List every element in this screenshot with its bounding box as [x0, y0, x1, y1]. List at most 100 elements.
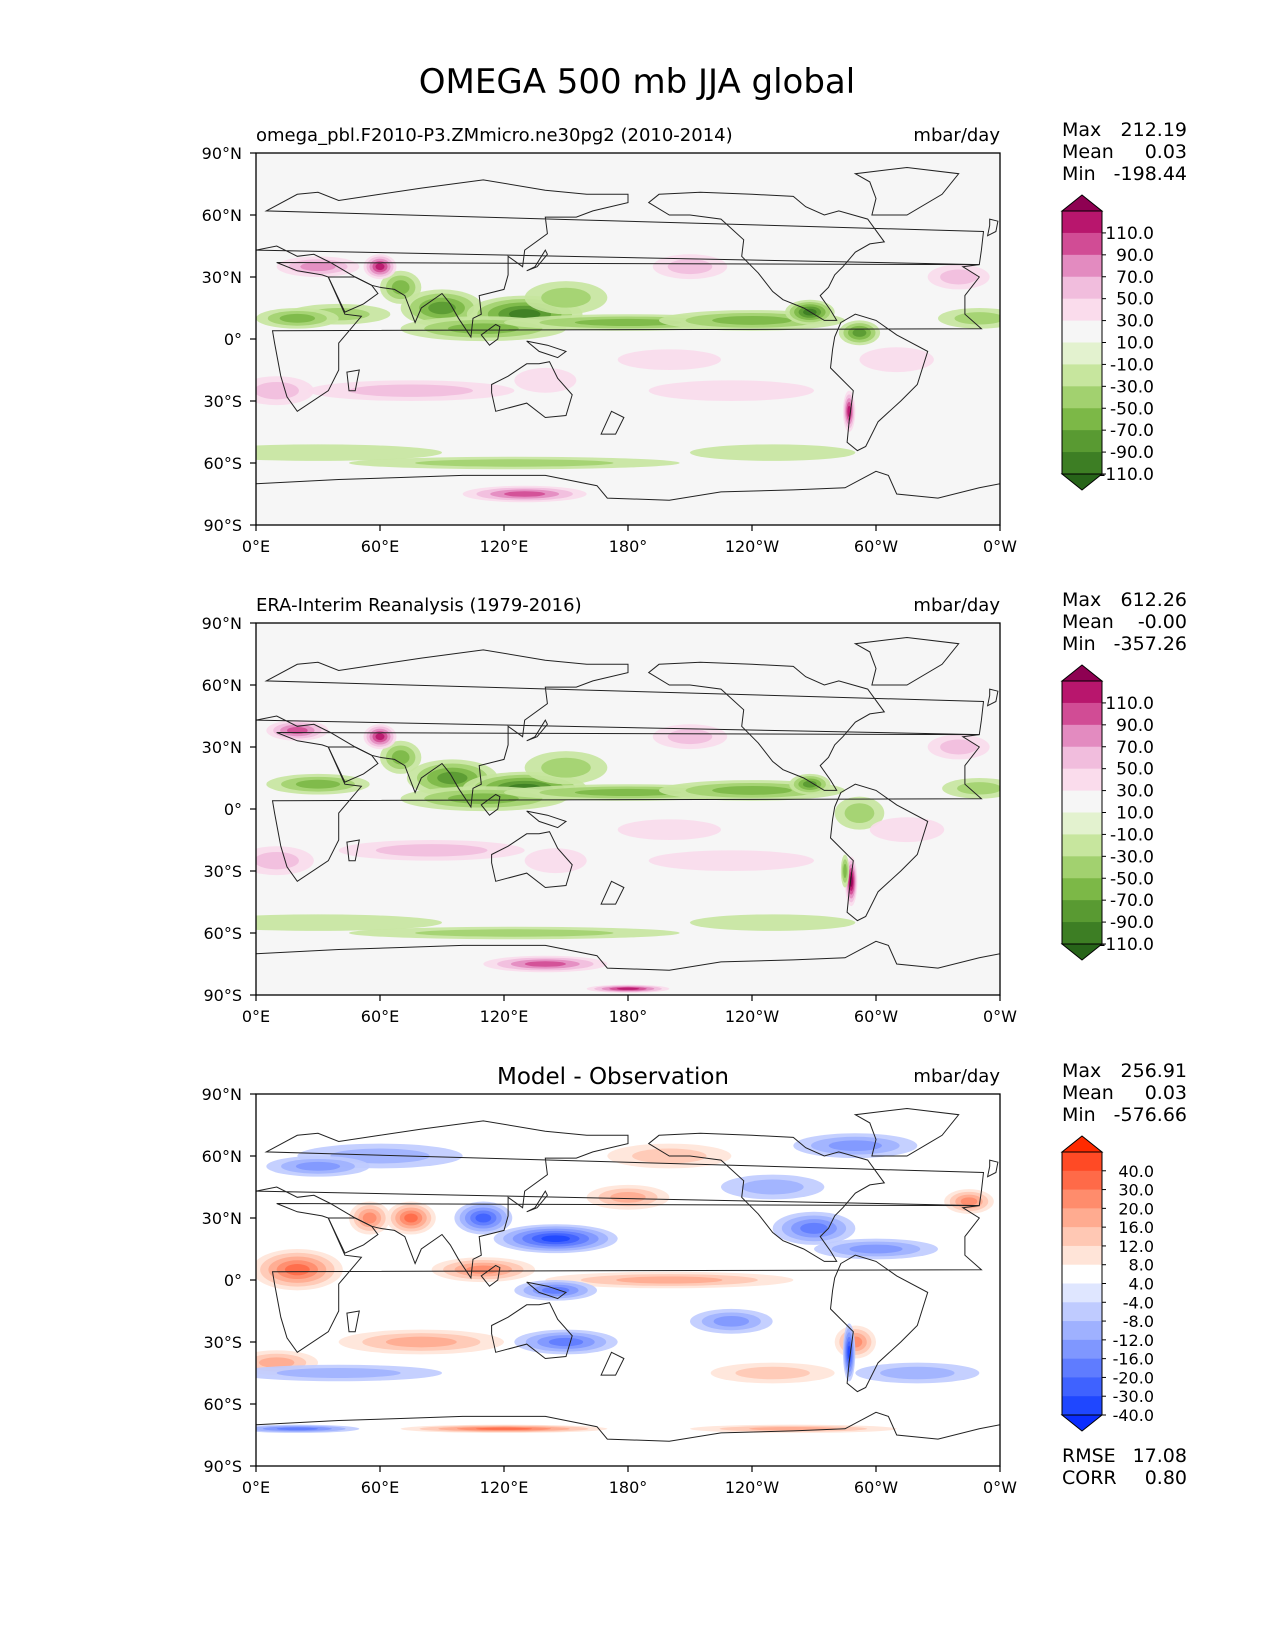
colorbar-segment	[1062, 790, 1102, 813]
lon-tick-label: 0°E	[242, 537, 270, 556]
colorbar-extend-min	[1060, 943, 1104, 961]
stat-label: Mean	[1062, 141, 1114, 163]
colorbar-segment	[1062, 276, 1102, 300]
stat-value: 0.03	[1145, 141, 1187, 163]
field-contour	[415, 929, 614, 937]
field-contour	[284, 1264, 310, 1276]
field-contour	[428, 301, 456, 315]
coastline	[526, 1281, 568, 1300]
field-contour	[667, 259, 713, 275]
lon-tick-label: 0°W	[983, 1007, 1017, 1026]
lat-tick-label: 60°N	[202, 206, 242, 225]
coastline	[271, 1203, 983, 1353]
colorbar-tick-label: -30.0	[1110, 847, 1154, 867]
lat-tick-label: 60°N	[202, 1147, 242, 1166]
lat-tick-label: 60°N	[202, 676, 242, 695]
lat-tick-label: 60°S	[203, 924, 242, 943]
lon-tick-label: 60°E	[361, 1007, 399, 1026]
lat-tick-label: 90°S	[203, 986, 242, 1005]
map-background	[256, 623, 1000, 995]
field-contour	[828, 1140, 882, 1151]
coastline	[491, 831, 573, 889]
lat-tick-label: 90°S	[203, 516, 242, 535]
stat-label: Mean	[1062, 1082, 1114, 1104]
coastline	[346, 369, 360, 392]
field-contour	[690, 914, 856, 931]
field-contour	[667, 729, 713, 745]
field-contour	[648, 380, 814, 401]
panel-units: mbar/day	[913, 1066, 1000, 1087]
field-contour	[610, 1192, 646, 1203]
figure-title: OMEGA 500 mb JJA global	[419, 62, 855, 102]
field-contour	[548, 1337, 584, 1347]
coastline	[526, 249, 548, 272]
stat-value: 212.19	[1121, 119, 1187, 141]
coastline	[526, 1190, 548, 1213]
field-contour	[849, 1244, 903, 1254]
field-contour	[475, 1213, 492, 1223]
colorbar-tick-label: -70.0	[1110, 891, 1154, 911]
lon-tick-label: 120°E	[480, 1478, 529, 1497]
field-contour	[391, 750, 410, 765]
lat-tick-label: 90°N	[202, 144, 242, 163]
field-contour	[940, 739, 978, 755]
field-contour	[957, 782, 1000, 795]
field-contour	[375, 263, 385, 271]
coastline	[480, 793, 501, 816]
field-contour	[415, 459, 614, 467]
field-contour	[852, 328, 867, 337]
lat-tick-label: 30°S	[203, 392, 242, 411]
coastline	[853, 1107, 960, 1157]
stat-value: 612.26	[1121, 589, 1187, 611]
colorbar-tick-label: -10.0	[1110, 355, 1154, 375]
field-contour	[276, 1427, 319, 1431]
coastline	[256, 940, 1000, 995]
panel-model: omega_pbl.F2010-P3.ZMmicro.ne30pg2 (2010…	[202, 119, 1187, 556]
colorbar-segment	[1062, 812, 1102, 835]
field-contour	[385, 1336, 457, 1348]
coastline	[346, 1310, 360, 1333]
lon-tick-label: 180°	[609, 1007, 648, 1026]
coastline	[853, 636, 960, 686]
coastline	[256, 1411, 1000, 1466]
lat-tick-label: 30°S	[203, 1333, 242, 1352]
lon-tick-label: 0°W	[983, 537, 1017, 556]
lat-tick-label: 0°	[224, 1271, 242, 1290]
coastline	[600, 1351, 625, 1376]
bottom-stat-label: RMSE	[1062, 1445, 1116, 1467]
colorbar-extend-max	[1060, 664, 1104, 682]
colorbar-segment	[1062, 768, 1102, 792]
colorbar-tick-label: 110.0	[1105, 694, 1154, 714]
colorbar-segment	[1062, 452, 1102, 475]
colorbar-segment	[1062, 408, 1102, 431]
lat-tick-label: 0°	[224, 330, 242, 349]
field-contour	[802, 780, 817, 788]
colorbar-tick-label: 8.0	[1129, 1256, 1154, 1275]
map-background	[256, 153, 1000, 525]
colorbar-segment	[1062, 900, 1102, 923]
coastline	[327, 746, 379, 783]
coastline	[600, 880, 625, 905]
colorbar-extend-max	[1060, 194, 1104, 212]
lon-tick-label: 60°E	[361, 1478, 399, 1497]
colorbar-tick-label: -110.0	[1099, 465, 1154, 485]
colorbar-tick-label: -12.0	[1113, 1331, 1154, 1350]
lat-tick-label: 30°N	[202, 1209, 242, 1228]
coastline	[480, 1264, 501, 1287]
field-contour	[541, 757, 591, 778]
colorbar-segment	[1062, 1152, 1102, 1172]
lon-tick-label: 60°W	[854, 1478, 898, 1497]
field-contour	[954, 312, 1000, 325]
field-contour	[362, 1212, 377, 1224]
colorbar-segment	[1062, 1302, 1102, 1322]
colorbar-tick-label: -30.0	[1110, 377, 1154, 397]
coastline	[829, 313, 929, 452]
field-contour	[276, 1368, 401, 1378]
field-contour	[869, 817, 945, 843]
colorbar-segment	[1062, 1227, 1102, 1247]
field-contour	[843, 863, 847, 879]
field-contour	[541, 1286, 570, 1294]
panels-group: omega_pbl.F2010-P3.ZMmicro.ne30pg2 (2010…	[202, 119, 1187, 1497]
field-contour	[713, 1316, 750, 1327]
field-contour	[541, 1235, 570, 1243]
